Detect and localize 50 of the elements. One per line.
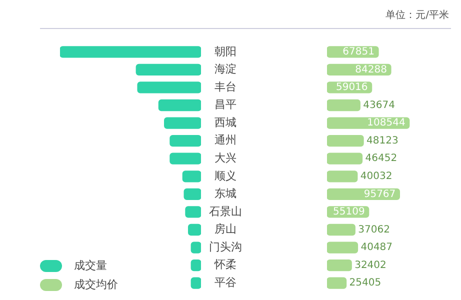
- data-label: 46452: [365, 153, 398, 164]
- bar: [164, 117, 201, 129]
- bar: [60, 46, 201, 58]
- bar: [327, 170, 358, 182]
- legend-label: 成交量: [74, 258, 107, 273]
- data-label: 40487: [360, 242, 393, 254]
- y-tick-label: 海淀: [214, 62, 236, 76]
- bar: [327, 99, 360, 112]
- data-label: 43674: [363, 100, 395, 111]
- bar: [188, 224, 201, 236]
- data-label: 37062: [358, 224, 390, 236]
- y-tick-label: 通州: [214, 134, 236, 147]
- bar: [327, 259, 352, 272]
- bar: [170, 134, 201, 147]
- y-tick-label: 门头沟: [209, 240, 242, 254]
- y-tick-label: 平谷: [214, 276, 236, 289]
- y-tick-label: 西城: [214, 116, 236, 129]
- bar: [185, 206, 201, 218]
- y-tick-label: 东城: [214, 187, 236, 200]
- data-label: 108544: [367, 118, 406, 129]
- data-label: 48123: [366, 135, 398, 146]
- y-tick-label: 朝阳: [214, 44, 236, 58]
- data-label: 55109: [333, 206, 365, 218]
- bar: [327, 152, 363, 164]
- bar: [184, 188, 201, 200]
- data-label: 59016: [336, 82, 368, 94]
- data-label: 32402: [354, 260, 386, 271]
- bar: [327, 277, 347, 289]
- bar: [327, 134, 364, 147]
- data-label: 84288: [355, 64, 387, 76]
- bar: [327, 242, 358, 254]
- data-label: 40032: [360, 170, 392, 182]
- text: 单位：元/平米: [386, 8, 449, 22]
- bar: [136, 64, 201, 76]
- bar: [170, 152, 201, 164]
- y-tick-label: 昌平: [214, 98, 236, 112]
- y-tick-label: 大兴: [214, 151, 236, 164]
- data-label: 95767: [364, 188, 396, 200]
- bar: [327, 224, 356, 236]
- bar: [158, 99, 201, 112]
- y-tick-label: 房山: [214, 222, 236, 236]
- y-tick-label: 石景山: [209, 204, 242, 218]
- y-tick-label: 丰台: [214, 80, 236, 94]
- y-tick-label: 顺义: [214, 169, 236, 182]
- data-label: 25405: [349, 278, 382, 289]
- legend-label: 成交均价: [74, 277, 118, 292]
- bar: [137, 82, 201, 94]
- data-label: 67851: [342, 46, 374, 58]
- y-tick-label: 怀柔: [214, 258, 236, 272]
- bar: [182, 170, 201, 182]
